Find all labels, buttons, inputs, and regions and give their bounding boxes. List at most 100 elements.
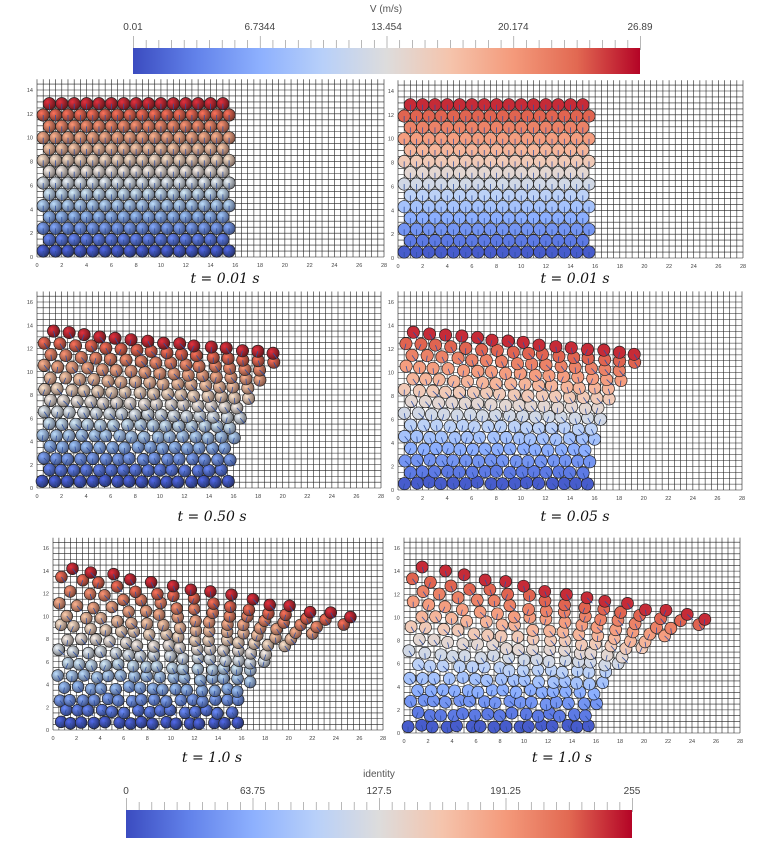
particle: [84, 622, 97, 636]
velocity-arrow: [422, 591, 428, 598]
velocity-arrow: [484, 471, 487, 478]
velocity-arrow: [578, 428, 584, 435]
velocity-arrow: [117, 663, 123, 670]
x-tick-label: 14: [567, 496, 573, 502]
velocity-arrow: [227, 699, 231, 706]
velocity-arrow: [445, 448, 449, 454]
velocity-arrow: [505, 726, 508, 733]
velocity-arrow: [47, 378, 51, 384]
velocity-arrow: [249, 670, 252, 676]
velocity-arrow: [168, 645, 174, 651]
particle: [94, 645, 107, 658]
velocity-arrow: [80, 700, 84, 706]
velocity-arrow: [289, 605, 294, 612]
velocity-arrow: [214, 699, 216, 705]
velocity-arrow: [129, 339, 132, 346]
velocity-arrow: [604, 664, 610, 671]
velocity-arrow: [239, 417, 245, 424]
velocity-arrow: [230, 377, 237, 384]
velocity-arrow: [219, 396, 222, 403]
velocity-arrow: [94, 435, 101, 442]
velocity-arrow: [582, 438, 587, 445]
y-tick-label: 12: [388, 113, 394, 119]
velocity-arrow: [541, 725, 543, 731]
velocity-arrow: [107, 380, 112, 387]
velocity-arrow: [105, 348, 110, 354]
velocity-arrow: [486, 680, 492, 687]
velocity-arrow: [438, 654, 442, 661]
velocity-arrow: [144, 666, 147, 673]
velocity-arrow: [41, 435, 44, 441]
velocity-arrow: [90, 572, 96, 579]
x-tick-label: 24: [329, 494, 335, 500]
velocity-arrow: [481, 349, 485, 356]
velocity-arrow: [452, 690, 455, 697]
y-tick-label: 14: [388, 89, 394, 95]
velocity-arrow: [130, 723, 135, 730]
particle: [107, 567, 120, 581]
velocity-arrow: [522, 670, 527, 677]
velocity-arrow: [575, 483, 578, 490]
velocity-arrow: [566, 386, 570, 393]
velocity-arrow: [526, 482, 529, 489]
velocity-arrow: [253, 643, 260, 650]
x-tick-label: 4: [446, 496, 449, 502]
velocity-arrow: [81, 357, 87, 364]
x-tick-label: 12: [191, 736, 197, 742]
particle: [104, 463, 118, 477]
x-tick-label: 4: [99, 736, 102, 742]
velocity-arrow: [90, 401, 94, 408]
velocity-arrow: [576, 683, 578, 689]
velocity-arrow: [250, 653, 257, 659]
y-tick-label: 14: [27, 323, 33, 329]
velocity-arrow: [231, 386, 234, 393]
velocity-arrow: [231, 594, 234, 601]
colorbar-tick-label: 63.75: [239, 786, 266, 797]
velocity-arrow: [193, 608, 199, 615]
velocity-arrow: [200, 679, 207, 686]
velocity-arrow: [430, 726, 433, 733]
velocity-arrow: [165, 352, 168, 359]
velocity-arrow: [495, 350, 498, 357]
x-tick-label: 8: [146, 736, 149, 742]
velocity-arrow: [507, 415, 510, 422]
velocity-arrow: [418, 639, 424, 646]
velocity-arrow: [544, 619, 547, 625]
velocity-arrow: [545, 364, 553, 371]
x-tick-label: 26: [715, 264, 721, 270]
x-tick-label: 18: [616, 496, 622, 502]
x-tick-label: 20: [282, 263, 288, 269]
velocity-arrow: [441, 356, 446, 363]
velocity-arrow: [564, 640, 568, 647]
particle: [516, 335, 530, 349]
x-tick-label: 0: [402, 739, 405, 745]
velocity-arrow: [198, 723, 205, 730]
velocity-arrow: [135, 591, 137, 598]
y-tick-label: 14: [27, 88, 33, 94]
y-tick-label: 10: [388, 137, 394, 143]
velocity-arrow: [330, 612, 335, 619]
velocity-arrow: [588, 461, 591, 468]
velocity-arrow: [501, 361, 505, 368]
x-tick-label: 4: [446, 264, 449, 270]
velocity-arrow: [471, 359, 474, 366]
y-tick-label: 6: [397, 662, 400, 668]
velocity-arrow: [505, 437, 508, 444]
velocity-arrow: [48, 400, 51, 406]
velocity-arrow: [540, 354, 543, 360]
velocity-arrow: [585, 483, 588, 490]
velocity-arrow: [104, 630, 107, 636]
velocity-arrow: [160, 602, 163, 609]
velocity-arrow: [535, 375, 541, 382]
particle: [135, 693, 148, 706]
particles: [36, 97, 236, 258]
velocity-arrow: [509, 472, 516, 479]
velocity-arrow: [189, 723, 192, 729]
x-tick-label: 0: [51, 736, 54, 742]
velocity-arrow: [99, 336, 105, 343]
x-tick-label: 28: [378, 494, 384, 500]
velocity-arrow: [485, 360, 490, 367]
particle: [108, 331, 122, 345]
y-tick-label: 0: [391, 488, 394, 494]
y-tick-label: 2: [30, 231, 33, 237]
